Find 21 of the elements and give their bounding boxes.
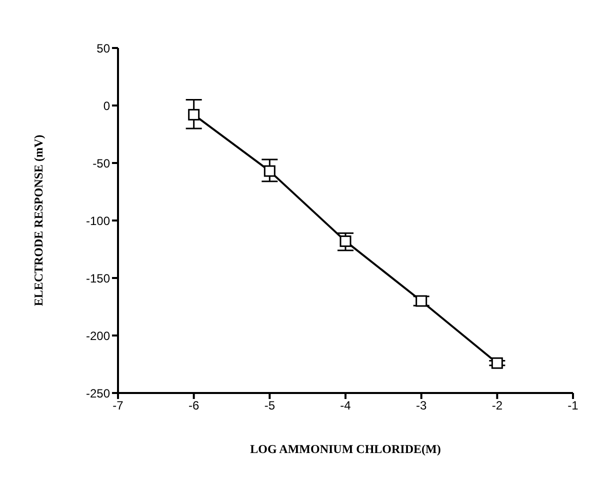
point bbox=[491, 357, 503, 369]
x-axis-title: LOG AMMONIUM CHLORIDE(M) bbox=[250, 442, 441, 456]
y-tick-label: -200 bbox=[86, 328, 110, 343]
y-tick-label: 50 bbox=[96, 41, 110, 56]
x-tick-label: -1 bbox=[568, 398, 579, 413]
y-tick-label: -150 bbox=[86, 271, 110, 286]
x-tick-label: -5 bbox=[264, 398, 276, 413]
y-tick-label: -100 bbox=[86, 214, 110, 228]
y-tick-label: -250 bbox=[86, 386, 110, 400]
x-tick-label: -7 bbox=[112, 398, 124, 413]
y-tick-label: -50 bbox=[92, 156, 110, 170]
x-tick-label: -3 bbox=[416, 398, 427, 413]
y-axis-title: ELECTRODE RESPONSE (mV) bbox=[31, 134, 46, 306]
x-tick-label: -6 bbox=[188, 398, 200, 413]
point bbox=[340, 235, 352, 247]
point bbox=[264, 165, 276, 177]
y-tick-label: 0 bbox=[103, 98, 110, 113]
point bbox=[416, 295, 428, 307]
point bbox=[188, 108, 200, 120]
x-tick-label: -2 bbox=[492, 398, 503, 413]
x-tick-label: -4 bbox=[340, 398, 352, 413]
